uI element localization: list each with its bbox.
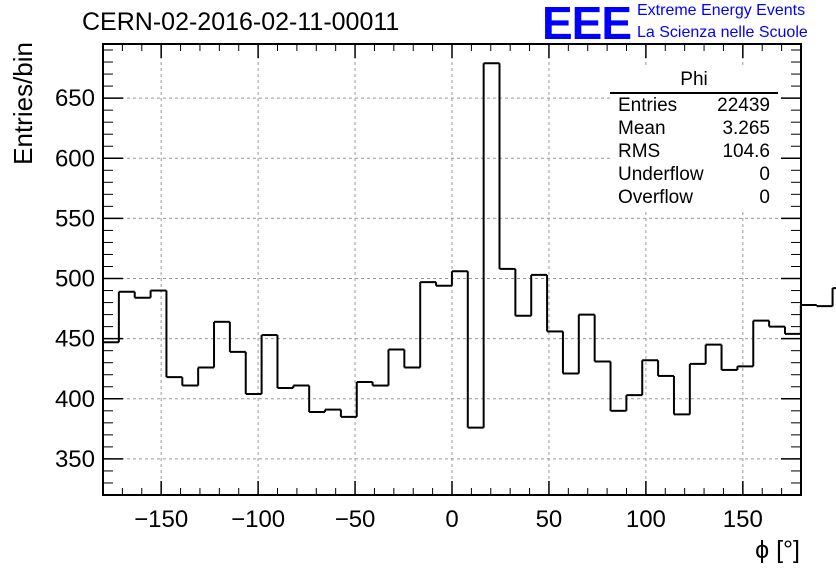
y-axis-label: Entries/bin — [8, 42, 38, 165]
eee-logo: EEE — [542, 0, 632, 49]
y-tick-label: 400 — [55, 386, 95, 413]
stats-value: 22439 — [717, 95, 770, 116]
x-tick-label: 0 — [445, 506, 458, 533]
stats-value: 0 — [759, 164, 770, 185]
x-axis-label: ϕ [°] — [755, 536, 800, 564]
stats-label: RMS — [618, 141, 661, 162]
stats-value: 3.265 — [722, 118, 770, 139]
stats-box: Phi Entries 22439 Mean 3.265 RMS 104.6 U… — [610, 68, 778, 209]
chart-title: CERN-02-2016-02-11-00011 — [82, 8, 400, 36]
plot-frame — [102, 43, 802, 496]
stats-row-overflow: Overflow 0 — [610, 186, 778, 209]
logo-line-2: La Scienza nelle Scuole — [637, 24, 808, 41]
stats-row-mean: Mean 3.265 — [610, 117, 778, 140]
x-tick-label: 50 — [536, 506, 563, 533]
stats-title: Phi — [610, 68, 778, 94]
y-tick-label: 600 — [55, 145, 95, 172]
logo-line-1: Extreme Energy Events — [637, 2, 806, 19]
y-tick-label: 350 — [55, 446, 95, 473]
x-tick-label: −100 — [231, 506, 285, 533]
x-tick-label: −50 — [335, 506, 376, 533]
y-tick-label: 550 — [55, 205, 95, 232]
stats-label: Underflow — [618, 164, 704, 185]
y-tick-label: 500 — [55, 266, 95, 293]
x-tick-labels: −150 −100 −50 0 50 100 150 — [134, 506, 763, 533]
y-tick-label: 450 — [55, 326, 95, 353]
stats-row-rms: RMS 104.6 — [610, 140, 778, 163]
x-tick-label: 150 — [723, 506, 763, 533]
stats-value: 0 — [759, 187, 770, 208]
x-tick-label: 100 — [626, 506, 666, 533]
stats-label: Mean — [618, 118, 666, 139]
stats-label: Overflow — [618, 187, 693, 208]
stats-value: 104.6 — [722, 141, 770, 162]
stats-row-underflow: Underflow 0 — [610, 163, 778, 186]
stats-row-entries: Entries 22439 — [610, 94, 778, 117]
y-tick-labels: 350 400 450 500 550 600 650 — [55, 85, 95, 473]
stats-label: Entries — [618, 95, 678, 116]
x-tick-label: −150 — [134, 506, 188, 533]
y-tick-label: 650 — [55, 85, 95, 112]
